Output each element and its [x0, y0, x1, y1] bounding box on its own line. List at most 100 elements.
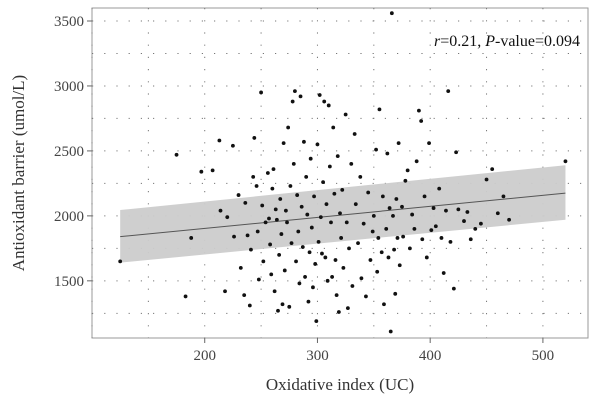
data-point [331, 125, 336, 130]
data-point [433, 224, 438, 229]
data-point [261, 259, 266, 264]
data-point [439, 236, 444, 240]
data-point [490, 167, 495, 172]
data-point [336, 310, 341, 314]
data-point [420, 237, 425, 242]
data-point [317, 93, 322, 97]
data-point [332, 191, 337, 196]
data-point [376, 236, 381, 240]
data-point [252, 136, 257, 140]
p-label: P [484, 33, 495, 50]
data-point [305, 212, 310, 217]
data-point [313, 262, 318, 266]
data-point [303, 275, 307, 279]
data-point [270, 186, 275, 191]
data-point [283, 208, 288, 213]
data-point [407, 246, 412, 251]
data-point [325, 278, 330, 283]
x-tick-label: 300 [306, 348, 329, 364]
data-point [294, 259, 298, 264]
data-point [268, 242, 273, 247]
data-point [356, 241, 360, 246]
data-point [189, 236, 194, 240]
data-point [247, 303, 252, 308]
data-point [366, 190, 371, 195]
data-point [302, 139, 306, 144]
data-point [308, 156, 313, 161]
data-point [395, 236, 400, 240]
data-point [285, 220, 289, 225]
data-point [279, 232, 284, 236]
data-point [427, 141, 431, 146]
data-point [335, 154, 340, 159]
data-point [344, 220, 349, 225]
x-tick-label: 200 [193, 348, 216, 364]
data-point [183, 294, 188, 299]
data-point [446, 89, 451, 94]
data-point [389, 11, 394, 16]
data-point [387, 206, 392, 210]
data-point [306, 299, 311, 304]
data-point [352, 132, 357, 136]
data-point [299, 204, 304, 209]
data-point [288, 184, 293, 188]
data-point [444, 208, 448, 213]
data-point [320, 251, 324, 256]
data-point [278, 197, 283, 201]
correlation-annotation: r=0.21, P-value=0.094 [434, 33, 580, 50]
data-point [333, 258, 338, 262]
data-point [380, 194, 385, 199]
data-point [394, 197, 399, 201]
data-point [347, 246, 351, 251]
data-point [238, 265, 243, 270]
data-point [339, 236, 344, 240]
data-point [422, 194, 427, 199]
data-point [410, 212, 415, 217]
data-point [429, 228, 434, 233]
data-point [218, 208, 223, 213]
data-point [451, 286, 456, 291]
data-point [322, 99, 327, 104]
y-tick-label: 1500 [54, 274, 84, 290]
data-point [345, 306, 350, 311]
data-point [267, 216, 271, 221]
data-point [364, 294, 368, 299]
data-point [312, 194, 316, 199]
data-point [401, 234, 406, 239]
data-point [231, 143, 235, 148]
data-point [341, 265, 346, 270]
data-point [217, 138, 222, 143]
data-point [343, 112, 348, 117]
data-point [118, 259, 123, 264]
data-point [286, 125, 291, 130]
data-point [326, 103, 331, 108]
axes: 200 300 400 500 1500 2000 2500 3000 3500 [54, 14, 554, 364]
data-point [255, 229, 260, 234]
data-point [340, 187, 345, 192]
regression-line [120, 192, 566, 238]
data-point [287, 304, 292, 309]
data-point [323, 255, 328, 260]
data-point [431, 206, 436, 210]
data-point [391, 213, 395, 218]
data-point [327, 164, 332, 169]
data-point [254, 184, 259, 188]
data-point [412, 226, 417, 231]
data-point [307, 250, 312, 255]
data-point [338, 211, 342, 216]
data-point [456, 207, 461, 212]
data-points [118, 11, 568, 334]
data-point [291, 162, 296, 166]
data-point [397, 263, 402, 268]
data-point [297, 281, 302, 286]
data-point [374, 147, 378, 152]
data-point [304, 174, 309, 179]
data-point [368, 258, 373, 262]
data-point [311, 285, 315, 290]
data-point [282, 268, 287, 273]
data-point [361, 221, 366, 226]
data-point [377, 107, 382, 112]
data-point [507, 217, 511, 222]
data-point [295, 193, 300, 197]
